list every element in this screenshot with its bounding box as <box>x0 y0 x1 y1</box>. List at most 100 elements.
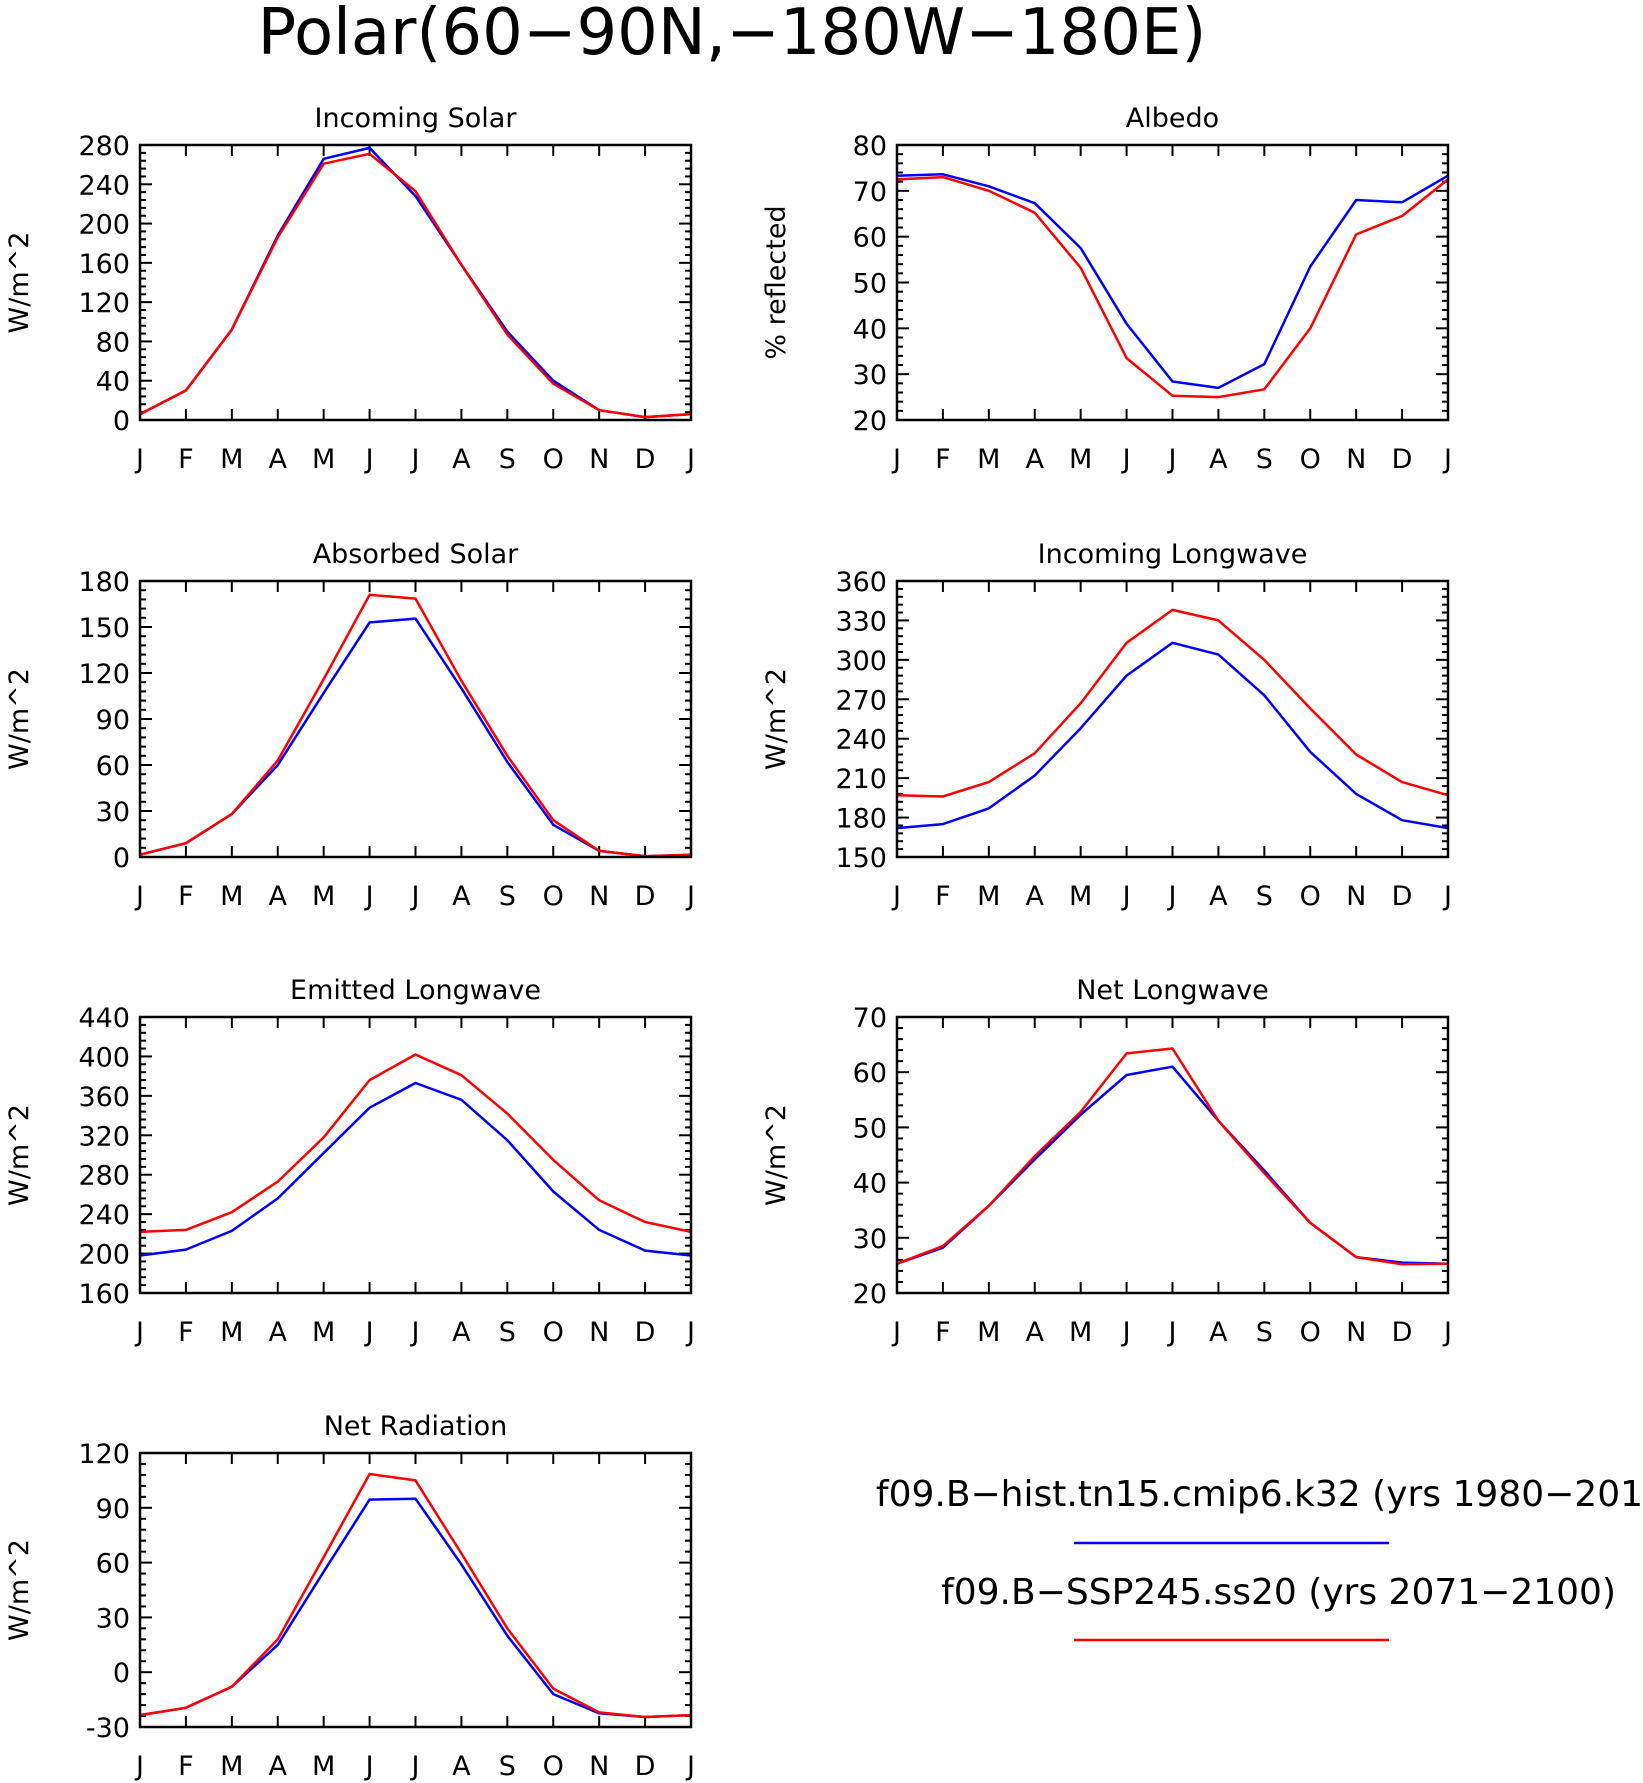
y-axis-label: W/m^2 <box>761 1104 792 1206</box>
y-tick-label: 120 <box>78 659 130 690</box>
x-tick-label: M <box>977 1317 1000 1348</box>
y-tick-label: 180 <box>78 567 130 598</box>
x-tick-label: N <box>1346 881 1366 912</box>
y-tick-label: 120 <box>78 288 130 319</box>
y-tick-label: 40 <box>853 314 887 345</box>
x-tick-label: D <box>1392 444 1413 475</box>
x-tick-label: J <box>685 444 695 475</box>
x-tick-label: O <box>543 1751 564 1782</box>
x-tick-label: O <box>1300 1317 1321 1348</box>
y-tick-label: 240 <box>835 725 887 756</box>
panel-title: Incoming Solar <box>315 103 518 134</box>
y-tick-label: 30 <box>853 1224 887 1255</box>
y-tick-label: 70 <box>853 1003 887 1034</box>
x-tick-label: J <box>1442 881 1452 912</box>
x-tick-label: A <box>452 444 471 475</box>
x-tick-label: N <box>1346 444 1366 475</box>
x-tick-label: J <box>1121 881 1131 912</box>
series-line-historical <box>139 146 692 419</box>
y-tick-label: 270 <box>835 685 887 716</box>
x-tick-label: A <box>452 1751 471 1782</box>
plot-frame <box>895 1015 1450 1295</box>
y-tick-label: 210 <box>835 764 887 795</box>
y-tick-label: 50 <box>853 269 887 300</box>
y-tick-label: 0 <box>113 843 130 874</box>
axis-ticks <box>139 144 692 421</box>
series-line-ssp245 <box>139 1472 692 1719</box>
y-axis-label: W/m^2 <box>4 1104 35 1206</box>
x-tick-label: J <box>891 444 901 475</box>
x-tick-label: J <box>134 444 144 475</box>
y-tick-label: 0 <box>113 406 130 437</box>
x-tick-label: F <box>935 444 951 475</box>
x-tick-label: J <box>685 1751 695 1782</box>
series-line-historical <box>896 1065 1449 1265</box>
y-tick-label: 180 <box>835 804 887 835</box>
x-tick-label: F <box>178 1317 194 1348</box>
x-tick-label: D <box>635 444 656 475</box>
y-tick-label: 60 <box>96 751 130 782</box>
y-tick-label: 90 <box>96 1494 130 1525</box>
x-tick-label: A <box>452 881 471 912</box>
y-tick-label: 360 <box>835 567 887 598</box>
figure-title: Polar(60−90N,−180W−180E) <box>258 0 1207 70</box>
y-tick-label: 200 <box>78 1240 130 1271</box>
x-tick-label: S <box>1256 1317 1273 1348</box>
y-tick-label: 30 <box>96 797 130 828</box>
y-tick-label: 330 <box>835 606 887 637</box>
x-tick-label: D <box>635 881 656 912</box>
y-tick-label: 240 <box>78 170 130 201</box>
y-tick-label: 30 <box>96 1603 130 1634</box>
y-tick-label: 280 <box>78 1161 130 1192</box>
x-tick-label: O <box>1300 881 1321 912</box>
x-tick-label: M <box>312 1751 335 1782</box>
y-tick-label: 90 <box>96 705 130 736</box>
x-tick-label: J <box>134 881 144 912</box>
chart-panels: Incoming SolarW/m^204080120160200240280J… <box>4 103 1452 1782</box>
panel-title: Absorbed Solar <box>313 539 519 570</box>
panel-title: Emitted Longwave <box>290 975 541 1006</box>
panel-title: Net Longwave <box>1076 975 1269 1006</box>
x-tick-label: A <box>1026 444 1045 475</box>
x-tick-label: A <box>1209 881 1228 912</box>
y-tick-label: 320 <box>78 1121 130 1152</box>
series-line-historical <box>896 173 1449 390</box>
x-tick-label: F <box>935 881 951 912</box>
x-tick-label: O <box>543 881 564 912</box>
legend-label-historical: f09.B−hist.tn15.cmip6.k32 (yrs 1980−201 <box>876 1474 1643 1515</box>
y-tick-label: 0 <box>113 1658 130 1689</box>
y-tick-label: 50 <box>853 1113 887 1144</box>
series-line-ssp245 <box>139 1053 692 1234</box>
series-line-historical <box>896 641 1449 830</box>
x-tick-label: A <box>269 1751 288 1782</box>
axis-ticks <box>139 580 692 858</box>
x-tick-label: S <box>499 881 516 912</box>
panel-title: Incoming Longwave <box>1038 539 1308 570</box>
x-tick-label: J <box>410 881 420 912</box>
x-tick-label: S <box>499 1317 516 1348</box>
x-tick-label: J <box>1121 444 1131 475</box>
y-tick-label: 300 <box>835 646 887 677</box>
y-tick-label: 60 <box>853 223 887 254</box>
y-tick-label: 30 <box>853 360 887 391</box>
y-tick-label: 20 <box>853 406 887 437</box>
series-line-ssp245 <box>139 593 692 858</box>
x-tick-label: A <box>269 881 288 912</box>
x-tick-label: M <box>312 444 335 475</box>
y-tick-label: 20 <box>853 1279 887 1310</box>
x-tick-label: J <box>1167 881 1177 912</box>
y-tick-label: 60 <box>96 1549 130 1580</box>
legend-label-ssp245: f09.B−SSP245.ss20 (yrs 2071−2100) <box>941 1572 1616 1613</box>
x-tick-label: S <box>499 444 516 475</box>
plot-frame <box>138 1015 693 1295</box>
x-tick-label: M <box>220 1317 243 1348</box>
x-tick-label: J <box>134 1751 144 1782</box>
panel-title: Net Radiation <box>324 1411 508 1442</box>
axis-ticks <box>896 1016 1449 1294</box>
x-tick-label: J <box>1442 1317 1452 1348</box>
x-tick-label: S <box>499 1751 516 1782</box>
